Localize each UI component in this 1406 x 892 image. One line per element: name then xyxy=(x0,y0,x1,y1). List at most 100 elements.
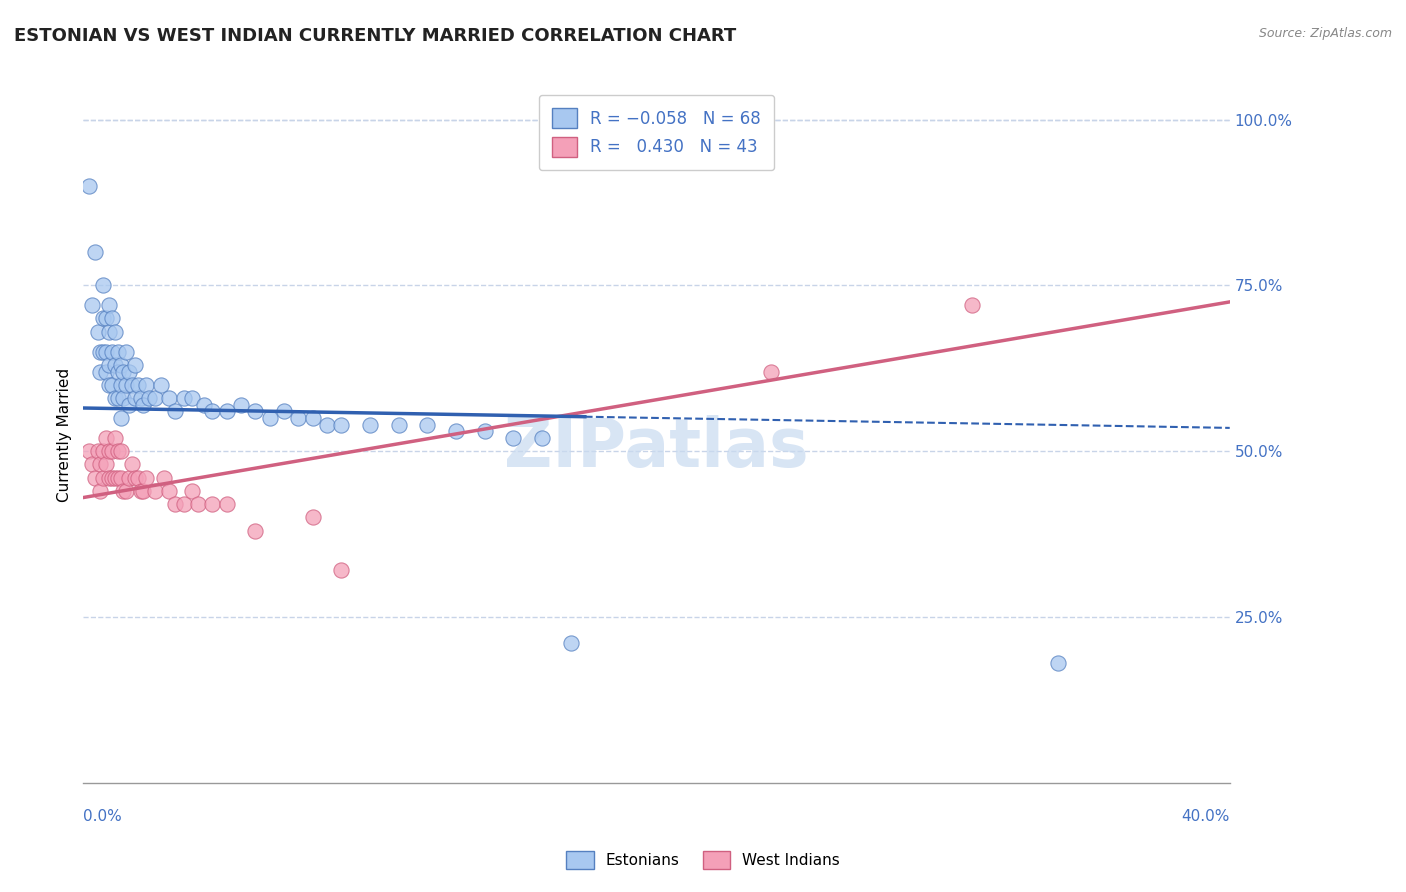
Point xyxy=(101,311,124,326)
Point xyxy=(132,483,155,498)
Point xyxy=(387,417,409,432)
Point xyxy=(112,391,135,405)
Point xyxy=(127,470,149,484)
Point xyxy=(98,470,121,484)
Point xyxy=(98,298,121,312)
Point xyxy=(157,483,180,498)
Y-axis label: Currently Married: Currently Married xyxy=(58,368,72,501)
Point xyxy=(96,311,118,326)
Point xyxy=(259,411,281,425)
Text: 40.0%: 40.0% xyxy=(1181,809,1230,824)
Point xyxy=(115,483,138,498)
Point xyxy=(960,298,983,312)
Point xyxy=(215,404,238,418)
Point xyxy=(80,298,103,312)
Point xyxy=(112,483,135,498)
Point xyxy=(107,344,129,359)
Point xyxy=(86,325,108,339)
Point xyxy=(193,398,215,412)
Point xyxy=(93,311,115,326)
Point xyxy=(124,391,146,405)
Point xyxy=(93,444,115,458)
Point xyxy=(121,458,143,472)
Point xyxy=(107,365,129,379)
Point xyxy=(104,358,127,372)
Point xyxy=(416,417,439,432)
Point xyxy=(187,497,209,511)
Point xyxy=(287,411,309,425)
Point xyxy=(101,470,124,484)
Text: 0.0%: 0.0% xyxy=(83,809,122,824)
Point xyxy=(98,377,121,392)
Point xyxy=(124,470,146,484)
Point xyxy=(101,344,124,359)
Point xyxy=(560,636,582,650)
Point xyxy=(96,344,118,359)
Point xyxy=(93,278,115,293)
Point xyxy=(83,470,105,484)
Point xyxy=(86,444,108,458)
Point xyxy=(118,470,141,484)
Point xyxy=(107,470,129,484)
Text: ESTONIAN VS WEST INDIAN CURRENTLY MARRIED CORRELATION CHART: ESTONIAN VS WEST INDIAN CURRENTLY MARRIE… xyxy=(14,27,737,45)
Point xyxy=(80,458,103,472)
Point xyxy=(110,411,132,425)
Point xyxy=(173,391,195,405)
Point xyxy=(104,431,127,445)
Point xyxy=(89,483,111,498)
Point xyxy=(93,344,115,359)
Point xyxy=(152,470,174,484)
Point xyxy=(181,391,204,405)
Text: ZIPatlas: ZIPatlas xyxy=(505,416,808,482)
Point xyxy=(101,444,124,458)
Point xyxy=(110,377,132,392)
Point xyxy=(118,365,141,379)
Point xyxy=(135,377,157,392)
Point xyxy=(181,483,204,498)
Point xyxy=(173,497,195,511)
Point xyxy=(229,398,252,412)
Point xyxy=(1046,657,1069,671)
Point xyxy=(101,377,124,392)
Point xyxy=(245,524,267,538)
Point xyxy=(104,391,127,405)
Legend: Estonians, West Indians: Estonians, West Indians xyxy=(560,845,846,875)
Point xyxy=(301,411,323,425)
Point xyxy=(98,325,121,339)
Point xyxy=(115,377,138,392)
Point xyxy=(89,458,111,472)
Point xyxy=(759,365,782,379)
Point xyxy=(127,377,149,392)
Point xyxy=(138,391,160,405)
Point xyxy=(163,404,186,418)
Point xyxy=(96,458,118,472)
Point xyxy=(104,470,127,484)
Point xyxy=(121,377,143,392)
Point xyxy=(107,391,129,405)
Point xyxy=(115,344,138,359)
Point xyxy=(118,398,141,412)
Point xyxy=(112,365,135,379)
Point xyxy=(316,417,339,432)
Point xyxy=(98,358,121,372)
Point xyxy=(89,365,111,379)
Point xyxy=(474,424,496,438)
Point xyxy=(77,178,100,193)
Point xyxy=(110,444,132,458)
Point xyxy=(110,358,132,372)
Point xyxy=(129,391,152,405)
Point xyxy=(96,431,118,445)
Point xyxy=(143,391,166,405)
Point xyxy=(444,424,467,438)
Point xyxy=(273,404,295,418)
Point xyxy=(149,377,172,392)
Point xyxy=(245,404,267,418)
Point xyxy=(93,470,115,484)
Point xyxy=(96,365,118,379)
Point xyxy=(143,483,166,498)
Point xyxy=(330,417,353,432)
Point xyxy=(104,325,127,339)
Point xyxy=(502,431,524,445)
Point xyxy=(157,391,180,405)
Point xyxy=(98,444,121,458)
